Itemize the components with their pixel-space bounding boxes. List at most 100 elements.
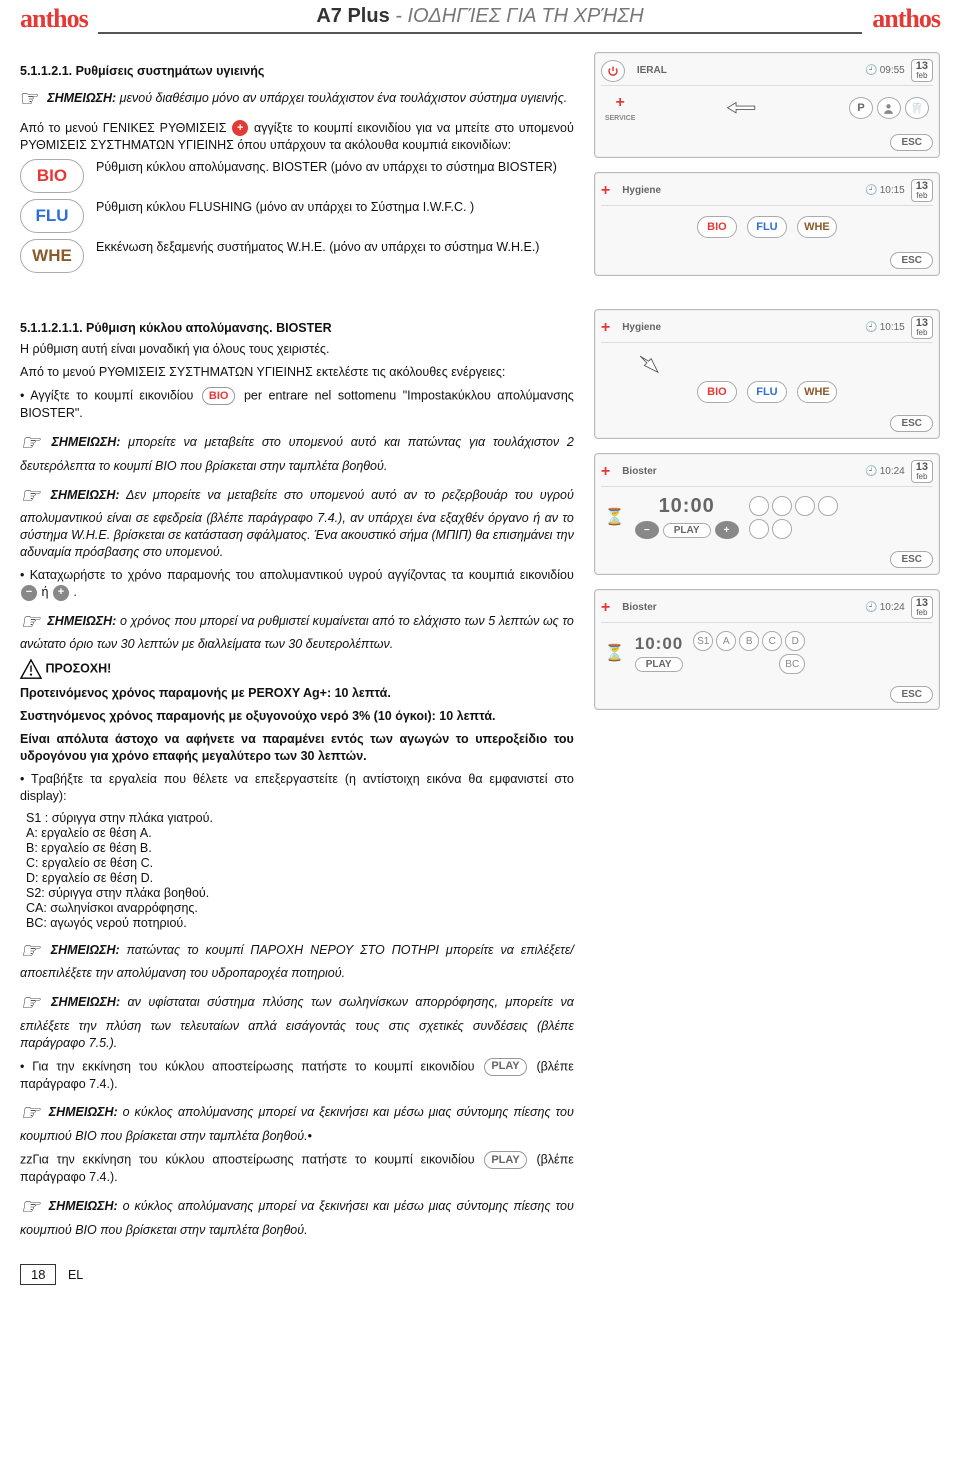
plus-button[interactable]: + [715, 521, 739, 539]
logo-right: anthos [872, 4, 940, 34]
paragraph: Η ρύθμιση αυτή είναι μοναδική για όλους … [20, 341, 574, 358]
screen-title: Hygiene [616, 185, 859, 196]
play-button[interactable]: PLAY [484, 1151, 526, 1169]
slot[interactable] [749, 519, 769, 539]
section-heading: 5.1.1.2.1. Ρυθμίσεις συστημάτων υγιεινής [20, 64, 574, 78]
slot[interactable] [795, 496, 815, 516]
hourglass-icon: ⏳ [605, 507, 625, 527]
bio-button[interactable]: BIO [697, 216, 737, 238]
slot[interactable] [818, 496, 838, 516]
tool-item: A: εργαλείο σε θέση A. [26, 826, 574, 840]
device-screen-bioster-tools: + Bioster 🕘 10:24 13feb ⏳ 10:00 PLAY S1 … [594, 589, 940, 710]
timer-value: 10:00 [635, 634, 683, 654]
screen-title: Bioster [616, 602, 859, 613]
bullet: • Για την εκκίνηση του κύκλου αποστείρωσ… [20, 1058, 574, 1093]
pointing-hand-icon [725, 95, 759, 121]
esc-button[interactable]: ESC [890, 134, 933, 151]
bio-pill[interactable]: BIO [20, 159, 84, 193]
bio-button[interactable]: BIO [202, 387, 236, 405]
lang-code: EL [68, 1268, 83, 1282]
plus-icon[interactable]: + [601, 319, 610, 337]
device-screen-general: IERAL 🕘 09:55 13feb + SERVICE P [594, 52, 940, 158]
tool-item: CA: σωληνίσκοι αναρρόφησης. [26, 901, 574, 915]
hand-icon: ☞ [20, 84, 40, 114]
tool-item: B: εργαλείο σε θέση B. [26, 841, 574, 855]
clock: 🕘 10:24 [865, 466, 904, 477]
warning-text: Είναι απόλυτα άστοχο να αφήνετε να παραμ… [20, 731, 574, 765]
note: ☞ ΣΗΜΕΙΩΣΗ: μπορείτε να μεταβείτε στο υπ… [20, 428, 574, 475]
plus-icon[interactable]: + [232, 120, 248, 136]
plus-icon[interactable]: + [53, 585, 69, 601]
note: ☞ ΣΗΜΕΙΩΣΗ: ο κύκλος απολύμανσης μπορεί … [20, 1192, 574, 1239]
paragraph: Από το μενού ΓΕΝΙΚΕΣ ΡΥΘΜΙΣΕΙΣ + αγγίξτε… [20, 120, 574, 154]
screen-title: Bioster [616, 466, 859, 477]
bullet: • Τραβήξτε τα εργαλεία που θέλετε να επε… [20, 771, 574, 805]
plus-icon[interactable]: + [601, 599, 610, 617]
device-screen-hygiene: + Hygiene 🕘 10:15 13feb BIO FLU WHE ESC [594, 172, 940, 276]
definition-text: Ρύθμιση κύκλου απολύμανσης. BIOSTER (μόν… [96, 159, 574, 176]
hand-icon: ☞ [20, 936, 40, 966]
hand-icon: ☞ [20, 1192, 40, 1222]
hand-icon: ☞ [20, 481, 40, 511]
slot[interactable] [772, 496, 792, 516]
service-label: SERVICE [605, 115, 636, 122]
tool-item: BC: αγωγός νερού ποτηριού. [26, 916, 574, 930]
esc-button[interactable]: ESC [890, 551, 933, 568]
slot-b[interactable]: B [739, 631, 759, 651]
bio-button[interactable]: BIO [697, 381, 737, 403]
screen-title: Hygiene [616, 322, 859, 333]
slot-bc[interactable]: BC [779, 654, 805, 674]
bullet: • Καταχωρήστε το χρόνο παραμονής του απο… [20, 567, 574, 601]
plus-icon[interactable]: + [601, 182, 610, 200]
whe-pill[interactable]: WHE [20, 239, 84, 273]
pointing-hand-icon [635, 351, 669, 377]
flu-pill[interactable]: FLU [20, 199, 84, 233]
hand-icon: ☞ [20, 428, 40, 458]
date-badge: 13feb [911, 460, 933, 483]
hand-icon: ☞ [20, 988, 40, 1018]
minus-button[interactable]: − [635, 521, 659, 539]
page-header: anthos A7 Plus - ΙΟΔΗΓΊΕΣ ΓΙΑ ΤΗ ΧΡΉΣΗ a… [20, 0, 940, 38]
hourglass-icon: ⏳ [605, 643, 625, 663]
slot[interactable] [749, 496, 769, 516]
note: ☞ ΣΗΜΕΙΩΣΗ: μενού διαθέσιμο μόνο αν υπάρ… [20, 84, 574, 114]
plus-icon[interactable]: + [615, 94, 624, 112]
definition-row: WHEΕκκένωση δεξαμενής συστήματος W.H.E. … [20, 239, 574, 273]
play-button[interactable]: PLAY [663, 523, 711, 538]
tool-item: C: εργαλείο σε θέση C. [26, 856, 574, 870]
whe-button[interactable]: WHE [797, 216, 837, 238]
whe-button[interactable]: WHE [797, 381, 837, 403]
play-button[interactable]: PLAY [484, 1058, 526, 1076]
page-number: 18 [20, 1264, 56, 1285]
esc-button[interactable]: ESC [890, 686, 933, 703]
p-button[interactable]: P [849, 97, 873, 119]
hand-icon: ☞ [20, 607, 40, 637]
slot-d[interactable]: D [785, 631, 805, 651]
tooth-icon[interactable]: 🦷 [905, 97, 929, 119]
esc-button[interactable]: ESC [890, 252, 933, 269]
device-screen-bioster-timer: + Bioster 🕘 10:24 13feb ⏳ 10:00 − PLAY + [594, 453, 940, 575]
power-icon[interactable] [601, 60, 625, 82]
definition-text: Ρύθμιση κύκλου FLUSHING (μόνο αν υπάρχει… [96, 199, 574, 216]
clock: 🕘 10:15 [865, 185, 904, 196]
clock: 🕘 10:24 [865, 602, 904, 613]
header-title: A7 Plus - ΙΟΔΗΓΊΕΣ ΓΙΑ ΤΗ ΧΡΉΣΗ [98, 5, 863, 34]
user-icon[interactable] [877, 97, 901, 119]
slot-c[interactable]: C [762, 631, 782, 651]
note: ☞ ΣΗΜΕΙΩΣΗ: ο χρόνος που μπορεί να ρυθμι… [20, 607, 574, 654]
esc-button[interactable]: ESC [890, 415, 933, 432]
slot-a[interactable]: A [716, 631, 736, 651]
flu-button[interactable]: FLU [747, 216, 787, 238]
plus-icon[interactable]: + [601, 463, 610, 481]
minus-icon[interactable]: − [21, 585, 37, 601]
flu-button[interactable]: FLU [747, 381, 787, 403]
slot[interactable] [772, 519, 792, 539]
bullet: zzΓια την εκκίνηση του κύκλου αποστείρωσ… [20, 1151, 574, 1186]
tool-list: S1 : σύριγγα στην πλάκα γιατρού.A: εργαλ… [26, 811, 574, 930]
slot-s1[interactable]: S1 [693, 631, 713, 651]
hand-icon: ☞ [20, 1098, 40, 1128]
date-badge: 13feb [911, 179, 933, 202]
paragraph: Από το μενού ΡΥΘΜΙΣΕΙΣ ΣΥΣΤΗΜΑΤΩΝ ΥΓΙΕΙΝ… [20, 364, 574, 381]
play-button[interactable]: PLAY [635, 657, 683, 672]
bullet: • Αγγίξτε το κουμπί εικονιδίου BIO per e… [20, 387, 574, 422]
